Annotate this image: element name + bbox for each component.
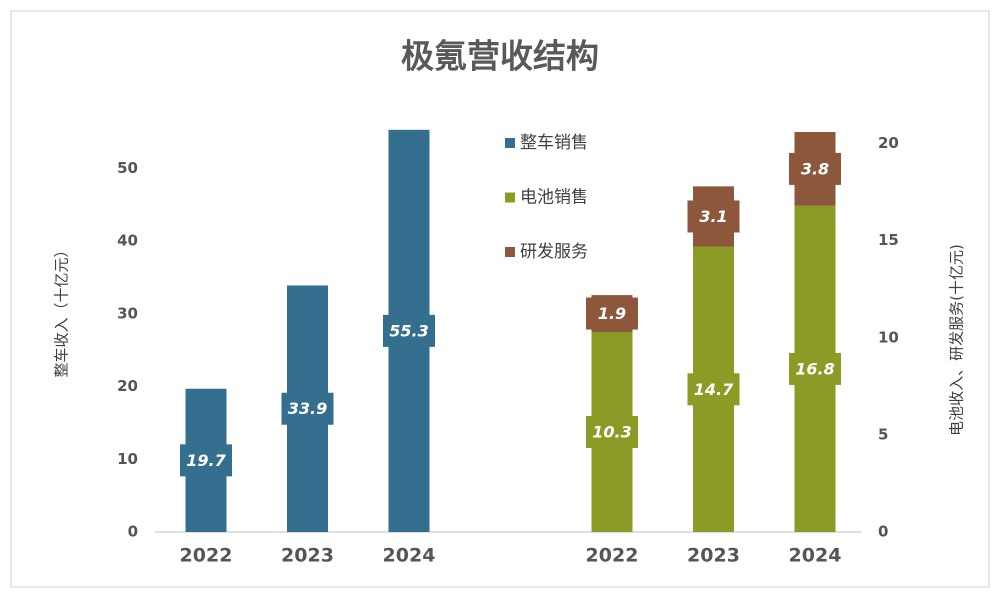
y2-tick-label: 20 [878,134,899,152]
legend-swatch [505,192,515,203]
x-tick-label: 2022 [180,545,233,567]
value-label-box [586,416,638,448]
value-label: 10.3 [592,423,631,442]
y-tick-label: 20 [117,377,138,395]
y-tick-label: 0 [128,523,138,541]
legend-label: 整车销售 [520,133,588,153]
y2-axis-label: 电池收入、研发服务(十亿元) [948,244,966,436]
y-tick-label: 10 [117,450,138,468]
y2-tick-label: 5 [878,425,888,443]
value-label-box [789,152,841,185]
chart-title: 极氪营收结构 [401,37,599,76]
x-tick-label: 2023 [281,545,334,567]
legend-label: 研发服务 [520,242,588,262]
value-label: 55.3 [389,321,428,340]
y-tick-label: 30 [117,304,138,322]
value-label: 3.1 [699,207,727,226]
y2-tick-label: 15 [878,231,899,249]
legend-swatch [505,138,515,148]
value-label-box [281,392,334,425]
chart-border [10,10,990,588]
value-label-box [180,444,232,477]
legend-swatch [505,247,515,257]
value-label-box [687,200,740,233]
value-label: 19.7 [186,451,226,470]
value-label-box [586,297,638,330]
value-label-box [789,352,841,385]
value-label: 33.9 [288,399,327,418]
x-tick-label: 2024 [383,545,436,567]
value-label: 14.7 [694,380,734,399]
value-label: 3.8 [801,159,829,178]
y-axis-label: 整车收入（十亿元） [53,242,71,377]
value-label-box [687,373,740,406]
y-tick-label: 50 [117,159,138,177]
y2-tick-label: 0 [878,523,888,541]
y-tick-label: 40 [117,232,138,250]
legend-label: 电池销售 [520,188,588,208]
value-label-box [383,314,435,347]
value-label: 16.8 [795,359,834,378]
x-tick-label: 2022 [586,545,639,567]
y2-tick-label: 10 [878,328,899,346]
x-tick-label: 2024 [789,545,842,567]
x-tick-label: 2023 [687,545,740,567]
value-label: 1.9 [598,304,626,323]
